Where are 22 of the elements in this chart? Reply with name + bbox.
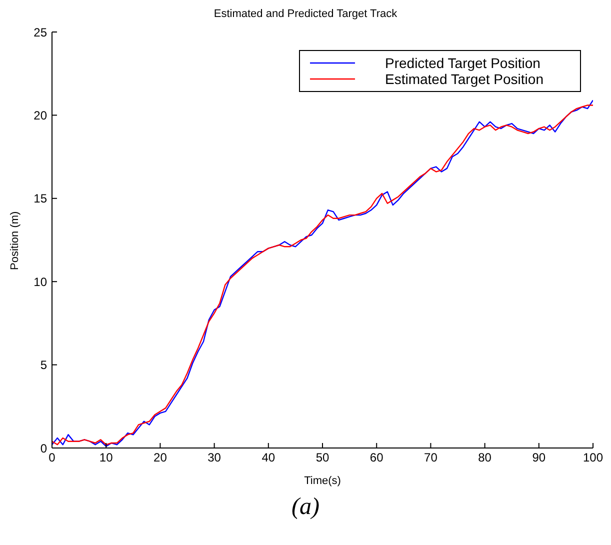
x-tick-label: 50	[316, 450, 330, 465]
y-tick-label: 25	[34, 25, 48, 40]
legend-label: Estimated Target Position	[385, 71, 544, 87]
x-tick-label: 30	[208, 450, 222, 465]
x-tick-label: 100	[582, 450, 604, 465]
y-tick-label: 20	[34, 108, 48, 122]
x-axis-title: Time(s)	[304, 475, 341, 487]
x-tick-label: 20	[154, 450, 168, 465]
y-tick-label: 15	[34, 192, 48, 206]
chart-title: Estimated and Predicted Target Track	[212, 8, 398, 22]
x-tick-label: 10	[99, 450, 114, 465]
text: (a)	[290, 494, 320, 521]
y-tick-label: 0	[40, 441, 48, 456]
y-tick-label: 5	[40, 358, 48, 372]
y-tick-label: 10	[34, 274, 48, 289]
x-tick-label: 80	[478, 450, 492, 465]
legend-label: Predicted Target Position	[385, 55, 540, 71]
y-axis-title: Position (m)	[8, 211, 21, 270]
x-tick-label: 70	[424, 450, 438, 465]
x-tick-label: 60	[370, 450, 384, 465]
x-tick-label: 40	[262, 450, 276, 465]
x-tick-label: 90	[532, 450, 546, 465]
